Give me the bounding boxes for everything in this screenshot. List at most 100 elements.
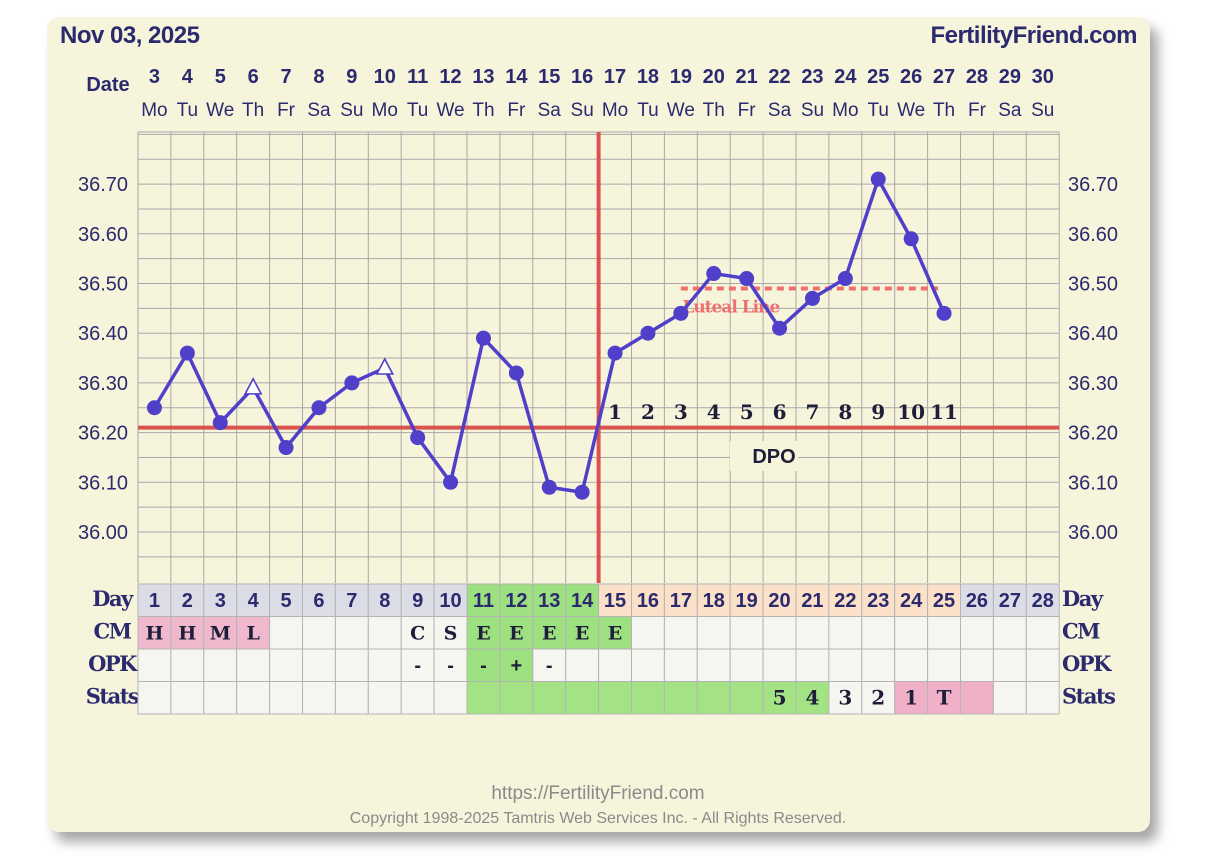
temp-point (640, 325, 656, 341)
row-cell (960, 648, 994, 682)
row-cell (532, 681, 567, 715)
weekday-tick: Mo (141, 100, 167, 121)
date-tick: 11 (407, 66, 428, 88)
date-tick: 19 (670, 66, 692, 88)
row-cell (400, 681, 435, 715)
row-cell (367, 616, 402, 650)
row-cell (236, 648, 271, 682)
row-cell (302, 583, 336, 617)
cm-value: E (608, 623, 622, 645)
row-label-left: CM (94, 619, 132, 644)
weekday-tick: Th (703, 100, 725, 121)
cycle-day: 16 (637, 590, 659, 612)
temp-point (903, 231, 919, 247)
row-cell (400, 616, 435, 650)
row-cell (828, 616, 863, 650)
row-cell (598, 648, 632, 682)
y-tick-left: 36.40 (78, 323, 128, 345)
row-label-right: OPK (1062, 651, 1112, 676)
temp-point (278, 440, 294, 456)
cm-value: E (575, 623, 589, 645)
opk-value: - (447, 655, 454, 677)
cycle-day: 23 (867, 590, 889, 612)
date-tick: 10 (374, 66, 396, 88)
row-cell (269, 583, 304, 617)
cm-value: C (410, 623, 425, 645)
row-cell (565, 681, 600, 715)
date-tick: 20 (703, 66, 725, 88)
footer-copyright: Copyright 1998-2025 Tamtris Web Services… (350, 810, 847, 827)
row-cell (334, 616, 369, 650)
temp-point (508, 365, 524, 381)
y-tick-left: 36.10 (78, 472, 128, 494)
row-cell (565, 648, 600, 682)
weekday-tick: Mo (832, 100, 858, 121)
row-cell (828, 648, 863, 682)
row-cell (367, 681, 402, 715)
row-cell (334, 648, 369, 682)
y-tick-right: 36.40 (1068, 323, 1118, 345)
dpo-number: 2 (641, 400, 655, 424)
y-tick-right: 36.10 (1068, 472, 1118, 494)
row-cell (236, 681, 271, 715)
dpo-number: 7 (805, 400, 819, 424)
row-cell (565, 616, 600, 650)
date-tick: 27 (933, 66, 955, 88)
date-tick: 17 (604, 66, 626, 88)
date-tick: 18 (637, 66, 659, 88)
cm-value: M (210, 623, 231, 645)
date-tick: 7 (280, 66, 291, 88)
weekday-tick: We (667, 100, 695, 121)
row-cell (663, 648, 698, 682)
row-cell (203, 648, 238, 682)
date-tick: 6 (248, 66, 259, 88)
row-cell (137, 616, 172, 650)
temp-point (804, 290, 820, 306)
temp-point (146, 400, 162, 416)
temp-point (344, 375, 360, 391)
row-cell (170, 583, 205, 617)
row-cell (269, 616, 304, 650)
site-name: FertilityFriend.com (930, 22, 1137, 49)
cycle-day: 21 (801, 590, 823, 612)
cycle-day: 18 (703, 590, 725, 612)
row-cell (302, 616, 336, 650)
y-tick-left: 36.60 (78, 224, 128, 246)
y-tick-left: 36.50 (78, 274, 128, 296)
temp-point (870, 171, 886, 187)
row-cell (927, 616, 961, 650)
weekday-tick: Tu (637, 100, 658, 121)
row-cell (1025, 648, 1060, 682)
row-cell (762, 648, 797, 682)
row-cell (367, 648, 402, 682)
cycle-day: 7 (346, 590, 357, 612)
row-cell (696, 648, 731, 682)
weekday-tick: Fr (968, 100, 987, 121)
temp-point (311, 400, 327, 416)
date-tick: 16 (571, 66, 593, 88)
cm-value: H (145, 623, 163, 645)
weekday-tick: Su (801, 100, 824, 121)
temp-point-open (243, 377, 263, 395)
weekday-tick: Su (571, 100, 594, 121)
row-cell (433, 648, 468, 682)
row-cell (466, 616, 501, 650)
stats-value: 5 (773, 686, 787, 710)
row-cell (795, 583, 830, 617)
weekday-tick: Mo (602, 100, 628, 121)
dpo-label: DPO (752, 446, 795, 468)
weekday-tick: Sa (538, 100, 562, 121)
row-cell (762, 583, 797, 617)
temp-point (706, 266, 722, 282)
row-cell (532, 616, 567, 650)
cycle-day: 20 (768, 590, 790, 612)
cycle-day: 15 (604, 590, 626, 612)
cycle-day: 24 (900, 590, 923, 612)
weekday-tick: We (436, 100, 464, 121)
row-cell (203, 681, 238, 715)
y-tick-left: 36.20 (78, 423, 128, 445)
date-tick: 14 (505, 66, 528, 88)
row-cell (960, 616, 994, 650)
temp-point (739, 271, 755, 287)
